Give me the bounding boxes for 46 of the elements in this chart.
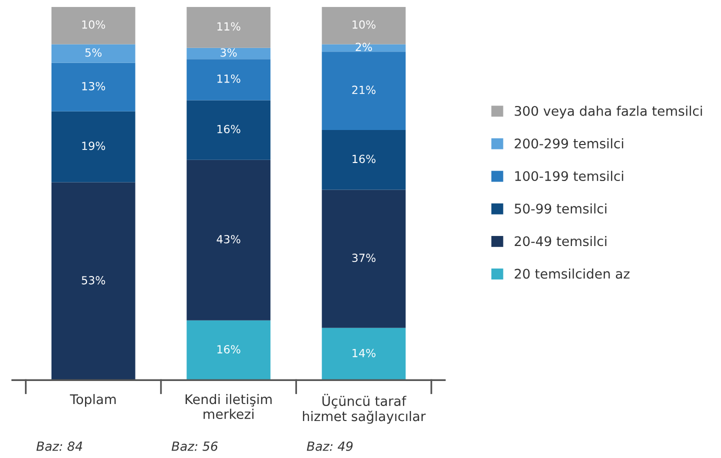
legend-label: 20-49 temsilci — [514, 236, 606, 246]
bar — [51, 44, 136, 63]
data-label: 16% — [352, 154, 376, 164]
legend-label: 200-299 temsilci — [514, 138, 624, 148]
data-label: 11% — [217, 22, 240, 31]
bar — [186, 160, 270, 320]
data-label: 13% — [82, 82, 106, 90]
bar — [51, 111, 136, 182]
data-label: 5% — [85, 48, 102, 57]
bar — [322, 6, 406, 44]
data-label: 10% — [352, 20, 376, 29]
bar — [322, 52, 406, 130]
text: Baz: 84 — [36, 441, 82, 451]
legend-label: 20 temsilciden az — [514, 268, 630, 279]
x-tick-label: Toplam — [70, 394, 116, 407]
data-label: 21% — [352, 86, 376, 94]
legend-label: 100-199 temsilci — [515, 170, 624, 182]
data-label: 19% — [82, 142, 106, 150]
data-label: 11% — [217, 74, 240, 83]
bar — [186, 48, 270, 60]
bar — [186, 100, 270, 160]
bar — [186, 59, 270, 100]
bar — [186, 320, 270, 380]
bar — [322, 44, 406, 52]
data-label: 3% — [220, 48, 237, 57]
bar — [51, 62, 136, 112]
bar — [322, 328, 406, 380]
data-label: 16% — [217, 345, 240, 354]
x-tick-label: Üçüncü taraf hizmet sağlayıcılar — [302, 394, 426, 424]
bar — [322, 190, 406, 328]
legend-label: 300 veya daha fazla temsilci — [514, 106, 702, 118]
x-tick-label: Kendi iletişim merkezi — [186, 394, 272, 420]
bar — [322, 130, 406, 190]
data-label: 43% — [216, 234, 240, 244]
data-label: 16% — [217, 124, 240, 134]
data-label: 2% — [356, 42, 372, 52]
data-label: 37% — [352, 254, 376, 262]
bar — [51, 6, 136, 44]
text: Baz: 56 — [172, 441, 218, 451]
text: Baz: 49 — [306, 441, 353, 451]
data-label: 14% — [352, 348, 376, 358]
data-label: 10% — [82, 20, 106, 29]
legend-label: 50-99 temsilci — [514, 203, 606, 214]
bar — [186, 6, 270, 48]
bar — [51, 182, 136, 380]
data-label: 53% — [82, 276, 106, 284]
